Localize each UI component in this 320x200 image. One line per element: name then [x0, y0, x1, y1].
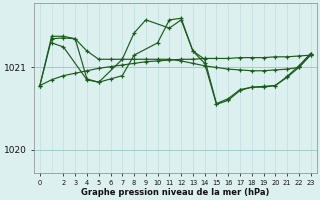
X-axis label: Graphe pression niveau de la mer (hPa): Graphe pression niveau de la mer (hPa)	[81, 188, 269, 197]
